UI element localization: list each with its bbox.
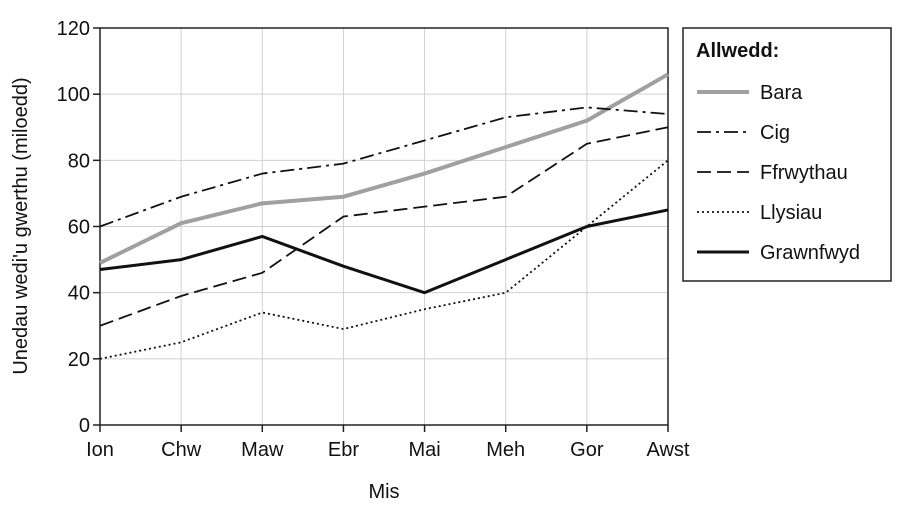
gridlines bbox=[99, 27, 669, 426]
series-line-cig bbox=[99, 106, 669, 228]
legend-label-ffrwythau: Ffrwythau bbox=[760, 162, 848, 184]
series-line-ffrwythau bbox=[99, 126, 669, 327]
legend-title: Allwedd: bbox=[696, 40, 779, 62]
x-tick-label: Chw bbox=[161, 439, 202, 461]
y-axis-title: Unedau wedi'u gwerthu (miloedd) bbox=[10, 77, 32, 374]
x-tick-label: Ebr bbox=[328, 439, 359, 461]
y-tick-label: 80 bbox=[68, 150, 90, 172]
y-tick-label: 0 bbox=[79, 415, 90, 437]
series-line-llysiau bbox=[99, 159, 669, 360]
legend-label-cig: Cig bbox=[760, 122, 790, 144]
x-tick-label: Ion bbox=[86, 439, 114, 461]
x-axis: Ion Chw Maw Ebr Mai Meh Gor Awst bbox=[86, 425, 690, 461]
legend-label-grawnfwyd: Grawnfwyd bbox=[760, 242, 860, 264]
x-tick-label: Mai bbox=[408, 439, 440, 461]
x-axis-title: Mis bbox=[368, 481, 399, 503]
y-axis: 0 20 40 60 80 100 120 bbox=[57, 18, 100, 437]
legend-label-llysiau: Llysiau bbox=[760, 202, 822, 224]
legend-box bbox=[682, 27, 892, 282]
series-line-bara bbox=[99, 72, 669, 265]
legend-label-bara: Bara bbox=[760, 82, 803, 104]
y-tick-label: 60 bbox=[68, 217, 90, 239]
y-tick-label: 40 bbox=[68, 283, 90, 305]
x-tick-label: Meh bbox=[486, 439, 525, 461]
legend: Allwedd: Bara Cig Ffrwythau Llysiau Grawnfwy… bbox=[682, 27, 892, 282]
y-tick-label: 120 bbox=[57, 18, 90, 40]
y-tick-label: 100 bbox=[57, 84, 90, 106]
y-tick-label: 20 bbox=[68, 349, 90, 371]
x-tick-label: Gor bbox=[570, 439, 604, 461]
series-line-grawnfwyd bbox=[99, 208, 669, 295]
series-lines bbox=[99, 72, 669, 360]
x-tick-label: Maw bbox=[241, 439, 284, 461]
x-tick-label: Awst bbox=[647, 439, 690, 461]
